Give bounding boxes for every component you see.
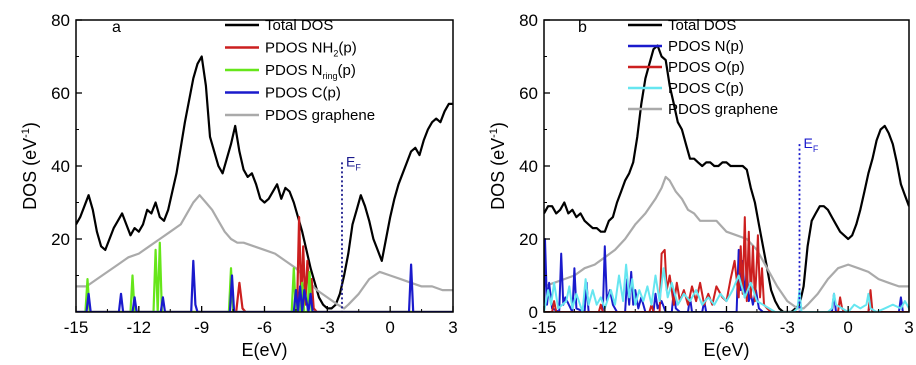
x-tick-label: -12 xyxy=(127,318,152,337)
legend-entry: PDOS N(p) xyxy=(668,38,744,55)
x-tick-label: -15 xyxy=(532,318,557,337)
series-line-pdos-n-p- xyxy=(544,238,909,312)
y-axis-label: DOS (eV-1) xyxy=(488,122,508,210)
y-tick-label: 0 xyxy=(529,303,538,322)
x-tick-label: 0 xyxy=(843,318,852,337)
series-line-pdos-c-p- xyxy=(544,263,909,312)
x-tick-label: -9 xyxy=(194,318,209,337)
y-tick-label: 40 xyxy=(51,157,70,176)
y-tick-label: 40 xyxy=(519,157,538,176)
legend-entry: PDOS O(p) xyxy=(668,59,745,76)
fermi-level-label: EF xyxy=(804,135,819,154)
series-group xyxy=(544,44,909,312)
x-tick-label: -15 xyxy=(64,318,89,337)
fermi-level-label: EF xyxy=(346,153,361,172)
legend-entry: PDOS NH2(p) xyxy=(265,40,357,59)
series-line-pdos-c-p- xyxy=(76,259,453,312)
panel-label: b xyxy=(578,19,587,36)
legend-entry: Total DOS xyxy=(668,17,736,34)
x-tick-label: -6 xyxy=(257,318,272,337)
series-line-pdos-graphene xyxy=(76,194,453,310)
x-tick-label: -6 xyxy=(719,318,734,337)
series-line-pdos-graphene xyxy=(544,175,909,310)
panel-label: a xyxy=(112,19,121,36)
y-tick-label: 20 xyxy=(519,230,538,249)
legend-entry: PDOS graphene xyxy=(668,101,778,118)
x-tick-label: -3 xyxy=(780,318,795,337)
legend-entry: PDOS C(p) xyxy=(668,80,744,97)
series-group xyxy=(76,55,453,312)
x-tick-label: 3 xyxy=(448,318,457,337)
x-tick-label: 0 xyxy=(385,318,394,337)
legend-entry: PDOS graphene xyxy=(265,107,375,124)
legend-entry: PDOS C(p) xyxy=(265,85,341,102)
series-line-total-dos xyxy=(76,55,453,310)
series-line-total-dos xyxy=(544,44,909,312)
y-tick-label: 80 xyxy=(519,11,538,30)
x-tick-label: -3 xyxy=(320,318,335,337)
x-tick-label: -9 xyxy=(658,318,673,337)
legend-entry: PDOS Nring(p) xyxy=(265,62,356,81)
y-axis-label: DOS (eV-1) xyxy=(20,122,40,210)
y-tick-label: 20 xyxy=(51,230,70,249)
x-tick-label: -12 xyxy=(593,318,618,337)
y-tick-label: 80 xyxy=(51,11,70,30)
legend-entry: Total DOS xyxy=(265,17,333,34)
x-axis-label: E(eV) xyxy=(241,340,287,360)
panel-a: EF -15 -12 -9 -6 -3 0 3 20 40 60 80 E(eV) DOS (eV-1) a… xyxy=(20,11,458,360)
y-tick-label: 60 xyxy=(51,84,70,103)
y-tick-label: 60 xyxy=(519,84,538,103)
x-tick-label: 3 xyxy=(904,318,913,337)
panel-b: EF -15 -12 -9 -6 -3 0 3 0 20 40 60 80 E(eV) DOS (eV-1)… xyxy=(488,11,914,360)
x-axis-label: E(eV) xyxy=(703,340,749,360)
